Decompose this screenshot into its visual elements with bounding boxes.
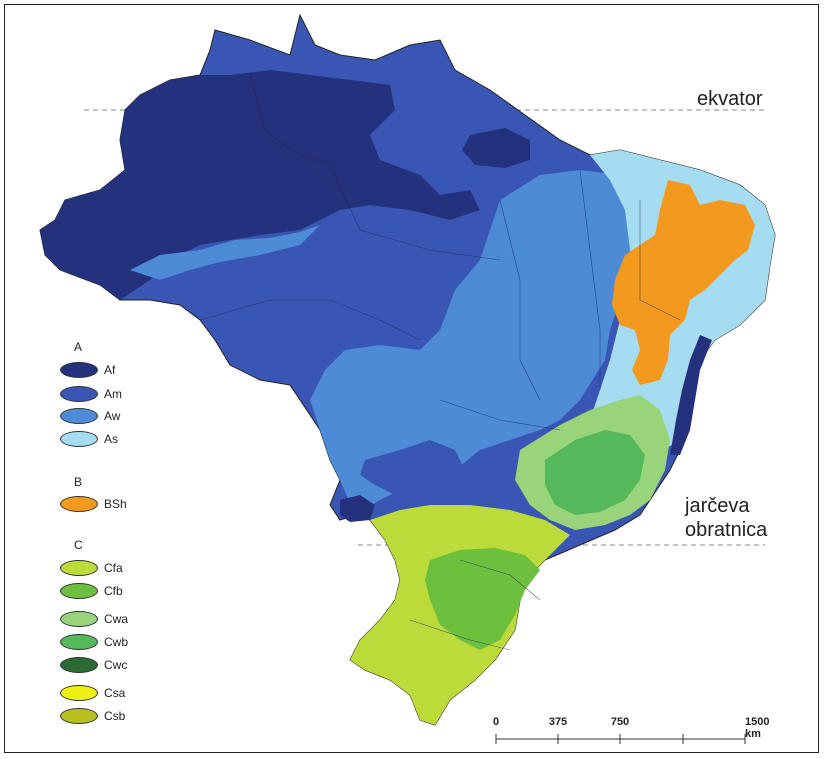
region-bsh-semiarid — [612, 180, 755, 385]
legend-swatch-cwa — [60, 611, 98, 627]
legend-group-b-head: B — [74, 475, 83, 489]
region-cfb-south — [425, 548, 540, 650]
legend-swatch-csb — [60, 708, 98, 724]
scale-tick-750: 750 — [610, 716, 630, 728]
legend-swatch-cwc — [60, 657, 98, 673]
region-af-eastcoast — [670, 335, 712, 455]
legend-item-cwb: Cwb — [60, 632, 128, 652]
legend-label-csa: Csa — [104, 686, 126, 700]
scale-bar — [495, 734, 746, 744]
legend-label-csb: Csb — [104, 709, 126, 723]
legend-label-cwc: Cwc — [104, 658, 128, 672]
legend-item-aw: Aw — [60, 406, 120, 426]
legend-swatch-cwb — [60, 634, 98, 650]
legend-swatch-aw — [60, 408, 98, 424]
legend-swatch-csa — [60, 685, 98, 701]
legend-label-af: Af — [104, 363, 116, 377]
legend-item-cwc: Cwc — [60, 655, 127, 675]
legend-swatch-cfb — [60, 583, 98, 599]
legend-item-af: Af — [60, 360, 115, 380]
legend-label-am: Am — [104, 387, 122, 401]
legend-label-as: As — [104, 432, 119, 446]
legend-item-bsh: BSh — [60, 494, 127, 514]
legend-item-cfa: Cfa — [60, 558, 123, 578]
legend-group-a-head: A — [74, 340, 83, 354]
legend-item-csb: Csb — [60, 706, 125, 726]
scale-tick-375: 375 — [548, 716, 568, 728]
legend-label-cwb: Cwb — [104, 635, 129, 649]
tropic-label-line1: jarčeva — [685, 495, 750, 517]
legend-swatch-bsh — [60, 496, 98, 512]
scale-tick-1500: 1500 km — [745, 716, 770, 740]
legend-swatch-as — [60, 431, 98, 447]
legend-swatch-af — [60, 362, 98, 378]
legend-label-bsh: BSh — [104, 497, 127, 511]
region-aw-west — [130, 225, 320, 280]
legend-item-as: As — [60, 429, 118, 449]
region-af-southwest — [340, 495, 375, 522]
region-am-pantanal — [360, 440, 465, 500]
equator-label: ekvator — [697, 88, 763, 110]
scale-labels: 0 375 750 1500 km — [490, 716, 790, 746]
scale-tick-0: 0 — [492, 716, 500, 728]
legend-label-cfa: Cfa — [104, 561, 123, 575]
legend-label-cfb: Cfb — [104, 584, 123, 598]
region-af-amazon — [40, 70, 480, 300]
legend-group-c-head: C — [74, 538, 83, 552]
region-cwb-highlands — [545, 430, 645, 515]
legend-label-cwa: Cwa — [104, 612, 129, 626]
region-aw-central — [310, 170, 645, 515]
legend-item-csa: Csa — [60, 683, 125, 703]
tropic-label-line2: obratnica — [685, 519, 768, 541]
legend-item-cwa: Cwa — [60, 609, 128, 629]
state-borders — [199, 74, 681, 651]
legend-label-aw: Aw — [104, 409, 121, 423]
legend-swatch-am — [60, 386, 98, 402]
legend-swatch-cfa — [60, 560, 98, 576]
legend-item-am: Am — [60, 384, 122, 404]
legend-item-cfb: Cfb — [60, 581, 123, 601]
region-af-patch — [462, 128, 530, 168]
